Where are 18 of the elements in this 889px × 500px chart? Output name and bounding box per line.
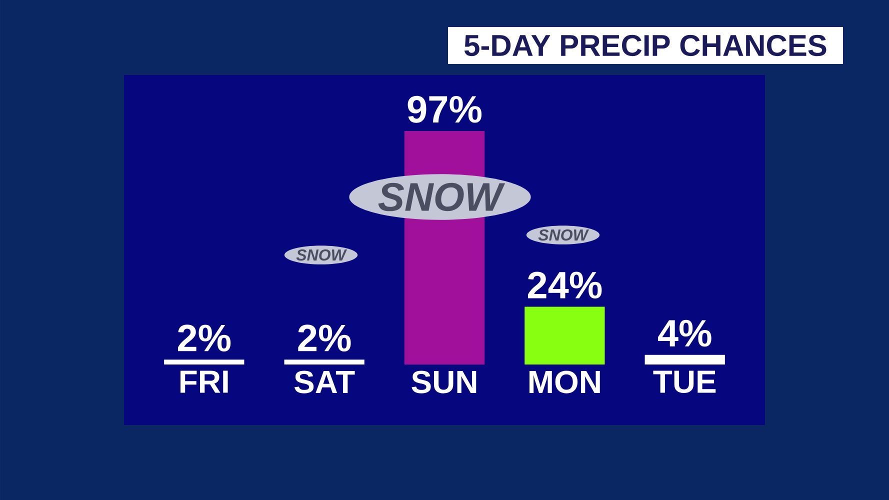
data-label: 2% <box>178 324 231 352</box>
data-label: 97% <box>408 96 482 123</box>
x-tick-label: MON <box>529 370 600 394</box>
annotation: SNOW <box>378 182 506 212</box>
bar <box>644 354 725 364</box>
annotation: SNOW <box>296 249 348 261</box>
data-label: 24% <box>528 272 602 299</box>
bar <box>164 360 244 364</box>
data-label: 2% <box>298 324 351 352</box>
annotation: SNOW <box>538 229 590 241</box>
x-tick-label: SAT <box>294 370 355 394</box>
x-tick-label: FRI <box>180 370 228 393</box>
x-tick-label: SUN <box>412 370 476 394</box>
data-label: 4% <box>658 320 712 347</box>
bar <box>524 306 605 364</box>
bar <box>284 360 364 364</box>
chart-title: 5-DAY PRECIP CHANCES <box>464 34 826 56</box>
x-tick-label: TUE <box>653 370 716 394</box>
